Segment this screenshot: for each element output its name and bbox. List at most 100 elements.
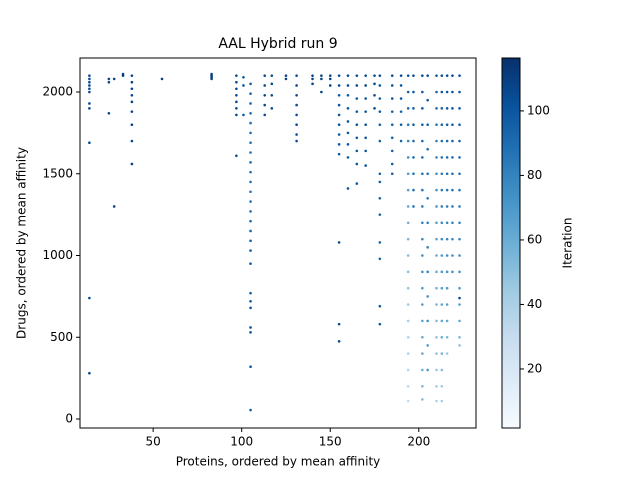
point — [346, 74, 350, 77]
point — [458, 335, 461, 339]
point — [160, 77, 164, 81]
point — [421, 335, 424, 339]
point — [412, 156, 415, 159]
point — [406, 303, 410, 306]
point — [412, 139, 415, 143]
point — [295, 93, 298, 97]
colorbar-tick-label: 100 — [527, 103, 550, 117]
point — [445, 335, 449, 339]
point — [130, 162, 134, 166]
y-tick-label: 0 — [65, 412, 73, 426]
point — [435, 303, 438, 306]
point — [249, 82, 252, 86]
x-tick-label: 200 — [407, 435, 430, 449]
point — [445, 123, 449, 127]
point — [249, 151, 252, 154]
point — [440, 254, 444, 257]
point — [435, 286, 438, 290]
point — [412, 90, 415, 94]
point — [435, 399, 438, 403]
point — [320, 90, 323, 94]
point — [435, 254, 438, 257]
point — [337, 123, 341, 127]
point — [440, 139, 444, 143]
point — [435, 385, 438, 388]
point — [235, 154, 238, 158]
point — [242, 75, 245, 79]
point — [88, 90, 91, 94]
point — [435, 205, 438, 208]
point — [440, 156, 444, 159]
point — [406, 385, 410, 388]
point — [88, 87, 91, 91]
point — [107, 80, 111, 84]
point — [421, 221, 424, 225]
point — [355, 149, 359, 153]
point — [421, 74, 424, 77]
point — [426, 246, 429, 249]
point — [426, 147, 429, 151]
point — [440, 270, 444, 274]
point — [249, 408, 252, 412]
point — [451, 156, 454, 159]
point — [346, 120, 350, 123]
point — [451, 107, 454, 110]
point — [421, 303, 424, 306]
point — [458, 237, 461, 241]
point — [445, 286, 449, 290]
point — [440, 188, 444, 192]
colorbar-tick-label: 60 — [527, 232, 542, 246]
point — [406, 237, 410, 241]
point — [445, 156, 449, 159]
point — [249, 92, 252, 95]
point — [337, 143, 341, 146]
point — [440, 286, 444, 290]
point — [390, 172, 394, 176]
point — [337, 84, 341, 87]
point — [88, 80, 91, 84]
point — [406, 107, 410, 110]
point — [373, 82, 376, 86]
point — [346, 107, 350, 110]
point — [435, 221, 438, 225]
point — [390, 84, 394, 87]
point — [270, 93, 274, 97]
point — [421, 188, 424, 192]
point — [445, 303, 449, 306]
point — [412, 205, 415, 208]
point — [235, 74, 238, 77]
point — [458, 303, 461, 306]
point — [378, 139, 382, 143]
point — [295, 123, 298, 127]
point — [249, 291, 252, 295]
point — [458, 254, 461, 257]
point — [320, 74, 323, 77]
point — [445, 107, 449, 110]
point — [435, 319, 438, 323]
point — [337, 74, 341, 77]
point — [355, 123, 359, 127]
point — [399, 123, 403, 127]
point — [121, 74, 125, 77]
point — [435, 270, 438, 274]
y-tick-label: 2000 — [42, 85, 73, 99]
point — [337, 113, 341, 117]
point — [364, 136, 367, 140]
point — [406, 156, 410, 159]
point — [426, 295, 429, 298]
point — [378, 180, 382, 184]
point — [440, 172, 444, 176]
point — [373, 74, 376, 77]
point — [440, 123, 444, 127]
colorbar — [501, 57, 521, 429]
point — [406, 74, 410, 77]
point — [421, 385, 424, 388]
point — [412, 74, 415, 77]
point — [390, 136, 394, 140]
point — [364, 84, 367, 87]
point — [435, 188, 438, 192]
point — [249, 229, 252, 233]
point — [249, 190, 252, 194]
point — [249, 200, 252, 203]
point — [421, 286, 424, 290]
